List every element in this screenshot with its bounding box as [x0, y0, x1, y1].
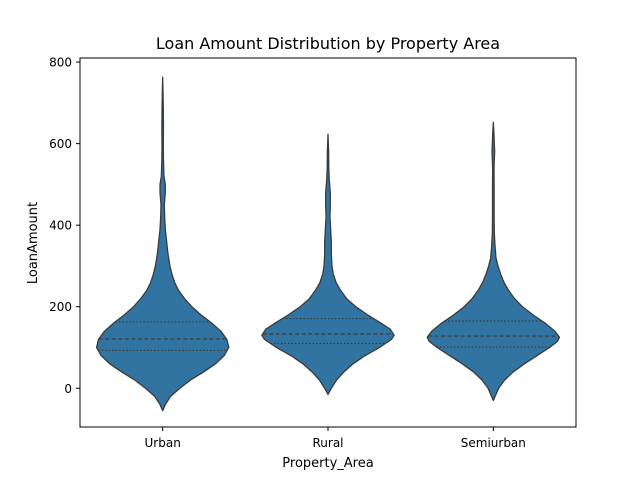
violin-urban — [95, 76, 230, 412]
x-tick-label: Rural — [312, 436, 343, 450]
x-tick-label: Semiurban — [461, 436, 526, 450]
violin-rural — [261, 133, 395, 396]
y-tick-label: 200 — [49, 300, 72, 314]
x-tick-label: Urban — [145, 436, 181, 450]
y-axis-label: LoanAmount — [26, 202, 41, 284]
violins-group — [95, 76, 561, 412]
y-tick-label: 0 — [64, 382, 72, 396]
y-tick-label: 400 — [49, 219, 72, 233]
y-tick-label: 600 — [49, 137, 72, 151]
violin-semiurban — [426, 121, 561, 402]
chart-title: Loan Amount Distribution by Property Are… — [156, 34, 500, 53]
y-axis: 0 200 400 600 800 — [49, 56, 80, 396]
x-axis: Urban Rural Semiurban — [145, 427, 526, 450]
x-axis-label: Property_Area — [282, 456, 373, 471]
y-tick-label: 800 — [49, 56, 72, 70]
plot-frame — [79, 57, 577, 428]
